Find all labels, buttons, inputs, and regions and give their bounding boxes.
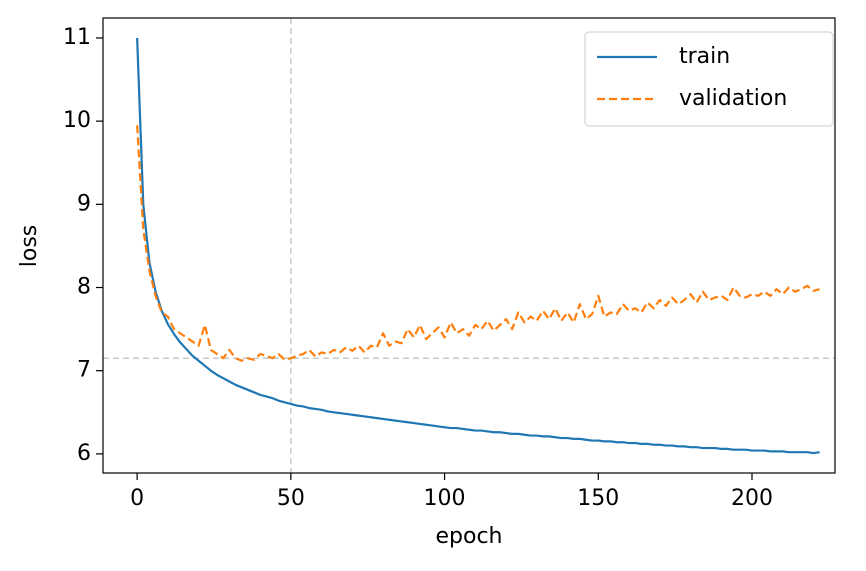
y-tick-label: 7 (77, 358, 91, 383)
x-axis-label: epoch (436, 524, 503, 549)
x-tick-label: 50 (277, 486, 305, 511)
legend-label: validation (679, 86, 787, 111)
y-axis-label: loss (17, 225, 42, 268)
x-tick-label: 150 (577, 486, 619, 511)
x-tick-label: 0 (130, 486, 144, 511)
y-tick-label: 10 (63, 108, 91, 133)
legend-label: train (679, 44, 730, 69)
series-line (136, 37, 820, 455)
y-tick-label: 9 (77, 191, 91, 216)
x-tick-label: 200 (731, 486, 773, 511)
series-line (136, 125, 820, 362)
x-tick-label: 100 (424, 486, 466, 511)
y-tick-label: 8 (77, 275, 91, 300)
legend: train validation (584, 31, 834, 127)
legend-box (584, 31, 834, 127)
y-tick-label: 6 (77, 441, 91, 466)
axes-frame (102, 17, 836, 474)
y-tick-label: 11 (63, 25, 91, 50)
